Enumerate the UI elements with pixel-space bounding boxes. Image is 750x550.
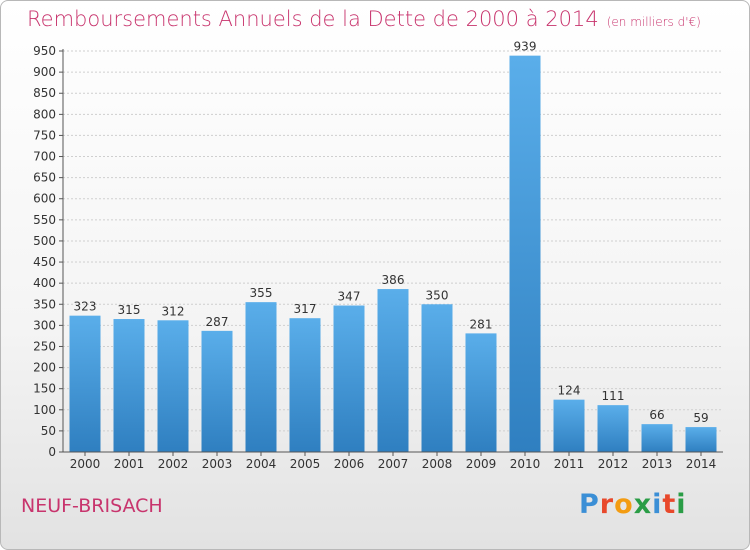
x-tick-label: 2013 — [642, 457, 673, 471]
y-tick-label: 150 — [33, 382, 56, 396]
y-tick-label: 650 — [33, 171, 56, 185]
x-tick-label: 2001 — [114, 457, 145, 471]
bar-2003 — [201, 330, 233, 452]
y-tick-label: 300 — [33, 318, 56, 332]
bar-2012 — [597, 405, 629, 452]
y-tick-label: 700 — [33, 150, 56, 164]
logo-letter: t — [662, 489, 677, 520]
x-tick-label: 2012 — [598, 457, 629, 471]
logo-letter: P — [579, 489, 600, 520]
bar-2001 — [113, 319, 145, 452]
bar-2011 — [553, 399, 585, 452]
y-tick-label: 500 — [33, 234, 56, 248]
y-tick-label: 850 — [33, 86, 56, 100]
y-tick-label: 950 — [33, 44, 56, 58]
logo-letter: i — [652, 489, 663, 520]
y-tick-label: 100 — [33, 403, 56, 417]
x-tick-label: 2004 — [246, 457, 277, 471]
city-name: NEUF-BRISACH — [21, 495, 163, 517]
y-tick-label: 50 — [41, 424, 56, 438]
x-tick-label: 2006 — [334, 457, 365, 471]
bar-2004 — [245, 302, 277, 452]
chart-title: Remboursements Annuels de la Dette de 20… — [27, 7, 701, 31]
bar-2009 — [465, 333, 497, 452]
y-tick-label: 250 — [33, 339, 56, 353]
value-label: 350 — [426, 288, 449, 302]
bars: 323 315 312 287 355 317 347 386 350 281 939 124 111 6… — [69, 40, 717, 452]
y-tick-label: 600 — [33, 192, 56, 206]
value-label: 386 — [382, 273, 405, 287]
x-tick-label: 2005 — [290, 457, 321, 471]
value-label: 59 — [693, 411, 708, 425]
y-tick-label: 350 — [33, 297, 56, 311]
value-label: 315 — [118, 303, 141, 317]
bar-chart: 323 315 312 287 355 317 347 386 350 281 939 124 111 6… — [33, 40, 723, 471]
y-tick-label: 0 — [48, 445, 56, 459]
x-tick-label: 2011 — [554, 457, 585, 471]
bar-2013 — [641, 424, 673, 452]
y-tick-label: 900 — [33, 65, 56, 79]
bar-2002 — [157, 320, 189, 452]
bar-2007 — [377, 289, 409, 452]
x-tick-label: 2014 — [686, 457, 717, 471]
value-label: 66 — [649, 408, 664, 422]
bar-2006 — [333, 305, 365, 452]
y-tick-label: 750 — [33, 128, 56, 142]
value-label: 317 — [294, 302, 317, 316]
bar-2010 — [509, 55, 541, 452]
y-tick-label: 400 — [33, 276, 56, 290]
logo-letter: i — [676, 489, 687, 520]
y-tick-label: 800 — [33, 107, 56, 121]
logo-letter: o — [614, 489, 634, 520]
x-tick-label: 2008 — [422, 457, 453, 471]
value-label: 939 — [514, 40, 537, 54]
y-tick-label: 200 — [33, 361, 56, 375]
value-label: 287 — [206, 315, 229, 329]
logo-letter: x — [633, 489, 653, 520]
value-label: 323 — [74, 300, 97, 314]
value-label: 312 — [162, 304, 185, 318]
axes: 0 50 100 150 200 250 300 350 400 450 500 550 600 650 7… — [33, 44, 723, 471]
value-label: 355 — [250, 286, 273, 300]
value-label: 111 — [602, 389, 625, 403]
bar-2014 — [685, 427, 717, 452]
logo-letter: r — [599, 489, 615, 520]
proxiti-logo[interactable]: Proxiti — [579, 489, 687, 520]
bar-2005 — [289, 318, 321, 452]
x-tick-label: 2009 — [466, 457, 497, 471]
bar-2000 — [69, 315, 101, 452]
chart-title-text: Remboursements Annuels de la Dette de 20… — [27, 7, 599, 31]
chart-subtitle: (en milliers d'€) — [606, 15, 701, 29]
value-label: 124 — [558, 384, 581, 398]
value-label: 347 — [338, 290, 361, 304]
x-tick-label: 2000 — [70, 457, 101, 471]
y-tick-label: 550 — [33, 213, 56, 227]
value-label: 281 — [470, 317, 493, 331]
bar-2008 — [421, 304, 453, 452]
x-tick-label: 2007 — [378, 457, 409, 471]
y-tick-label: 450 — [33, 255, 56, 269]
x-tick-label: 2002 — [158, 457, 189, 471]
x-tick-label: 2010 — [510, 457, 541, 471]
x-tick-label: 2003 — [202, 457, 233, 471]
